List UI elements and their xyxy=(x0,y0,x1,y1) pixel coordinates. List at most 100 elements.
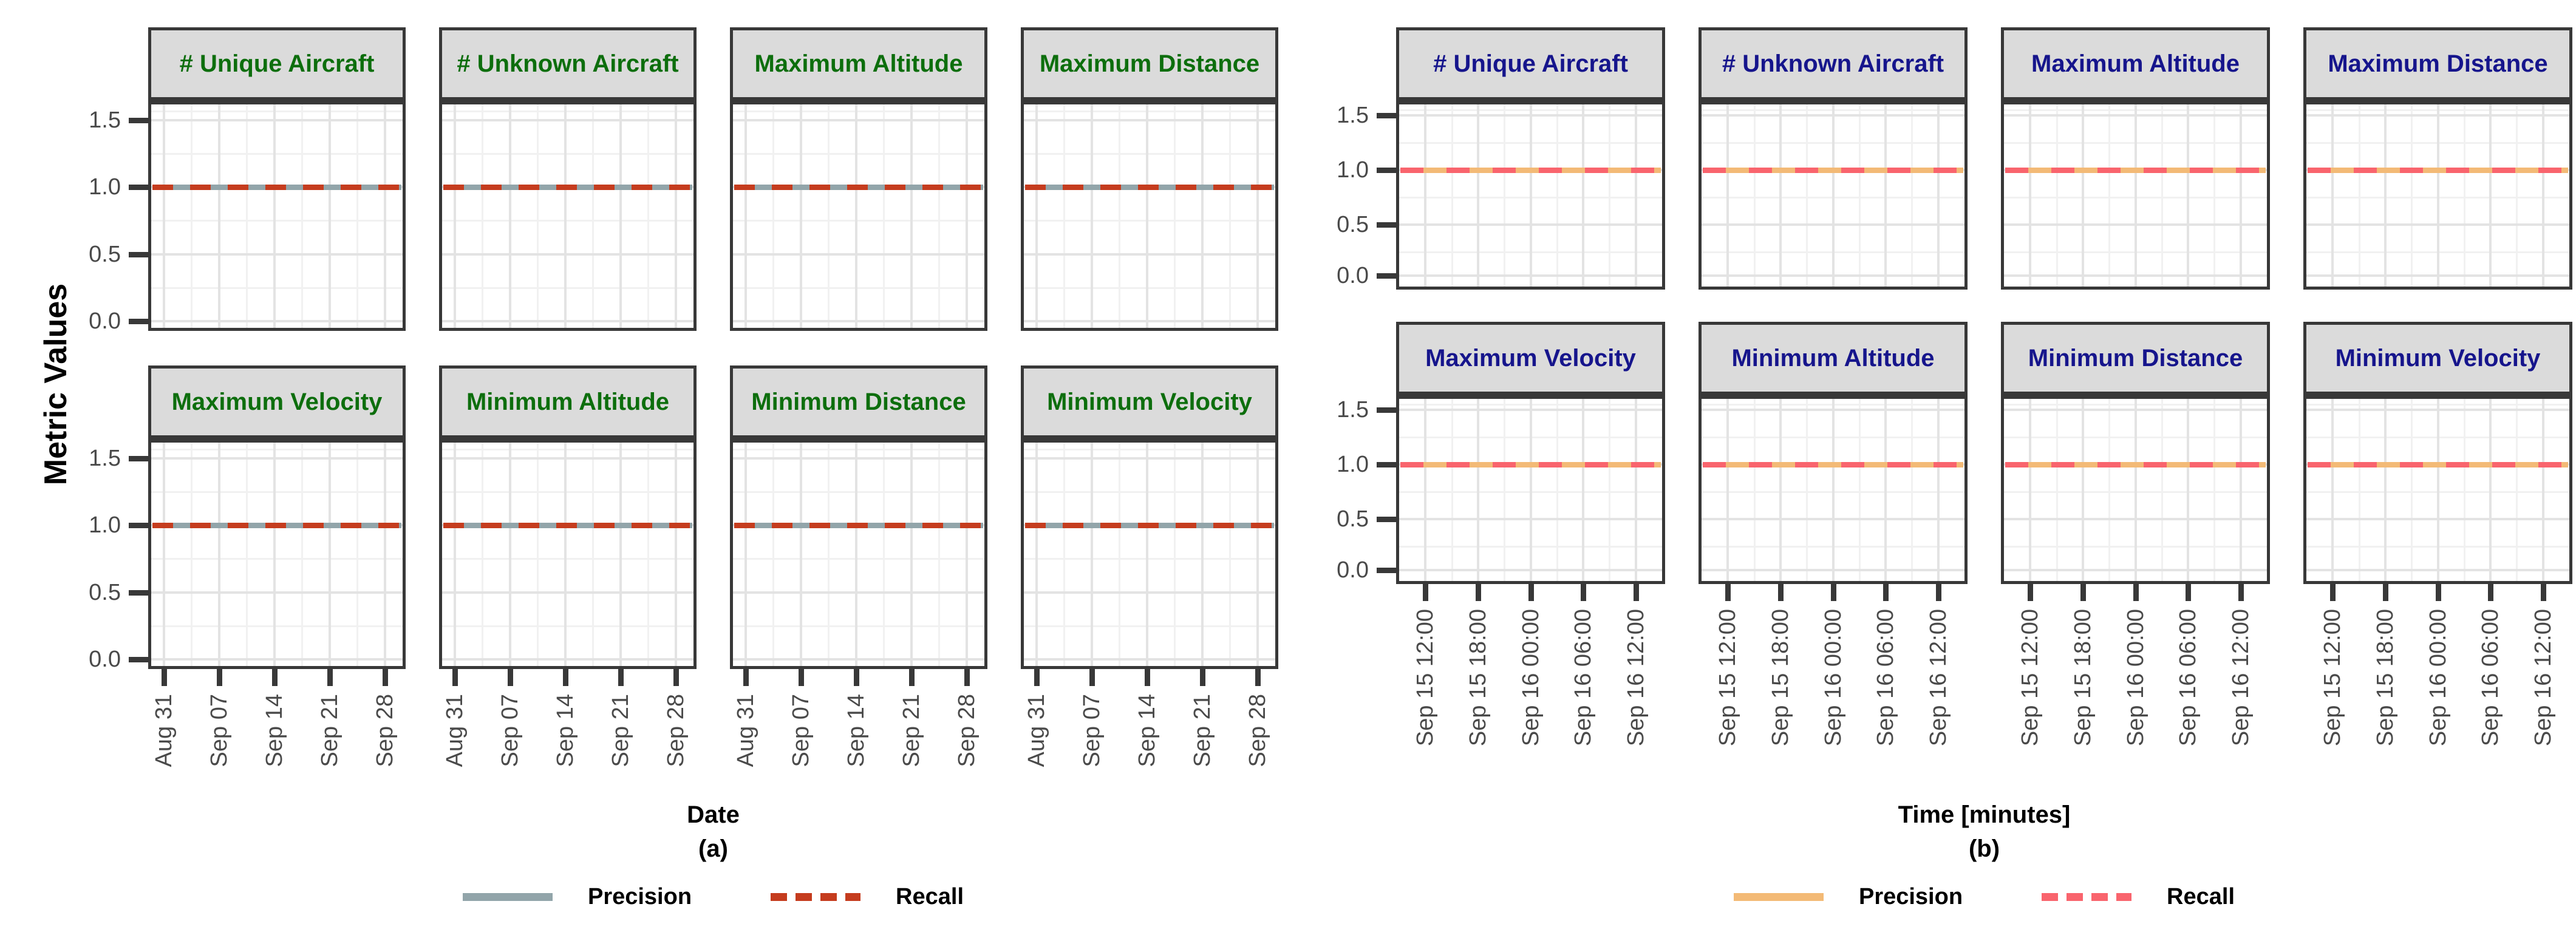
legend-item-precision: Precision xyxy=(462,884,692,910)
major-gridline-v xyxy=(2029,104,2032,287)
major-gridline-v xyxy=(217,104,220,328)
major-gridline-h xyxy=(1702,274,1964,277)
minor-gridline-v xyxy=(1911,104,1913,287)
facet-title: Minimum Distance xyxy=(2028,344,2243,372)
x-tick xyxy=(964,667,970,686)
major-gridline-v xyxy=(2134,104,2137,287)
major-gridline-v xyxy=(1937,399,1940,581)
x-tick xyxy=(452,667,458,686)
major-gridline-v xyxy=(744,443,747,666)
major-gridline-v xyxy=(1529,399,1532,581)
x-tick xyxy=(743,667,749,686)
minor-gridline-v xyxy=(2108,104,2111,287)
plot-area: Sep 15 12:00 Sep 15 18:00 Sep 16 00:00 Sep … xyxy=(2001,395,2270,746)
y-tick-label: 0.0 xyxy=(89,308,121,334)
caption-a: (a) xyxy=(698,835,728,862)
minor-gridline-v xyxy=(301,104,304,328)
y-tick xyxy=(129,523,148,529)
facet-panel: Maximum Altitude xyxy=(730,27,987,331)
y-tick-label: 0.5 xyxy=(89,241,121,267)
minor-gridline-v xyxy=(828,104,830,328)
x-tick-label: Sep 16 00:00 xyxy=(1820,609,1846,747)
x-tick-label: Aug 31 xyxy=(1023,694,1049,767)
major-gridline-v xyxy=(619,443,622,666)
y-tick xyxy=(1377,462,1396,467)
major-gridline-v xyxy=(1529,104,1532,287)
major-gridline-h xyxy=(733,658,984,661)
facet-panel: Maximum Altitude xyxy=(2001,27,2270,290)
minor-gridline-v xyxy=(191,443,193,666)
y-tick xyxy=(129,656,148,662)
x-tick xyxy=(216,667,222,686)
minor-gridline-v xyxy=(1063,104,1066,328)
minor-gridline-v xyxy=(2411,399,2413,581)
major-gridline-h xyxy=(1024,591,1275,594)
major-gridline-h xyxy=(151,658,403,661)
facet-header: Minimum Velocity xyxy=(1021,365,1278,438)
major-gridline-v xyxy=(1884,104,1887,287)
x-axis-title-a: Date xyxy=(687,801,740,828)
y-tick xyxy=(129,318,148,324)
recall-line xyxy=(1025,523,1274,529)
y-tick-label: 1.5 xyxy=(89,445,121,471)
y-tick xyxy=(129,455,148,461)
minor-gridline-v xyxy=(2161,104,2163,287)
facet-title: Maximum Altitude xyxy=(754,50,963,77)
facet-header: Maximum Distance xyxy=(2303,27,2572,100)
minor-gridline-v xyxy=(938,443,941,666)
major-gridline-v xyxy=(799,443,802,666)
major-gridline-h xyxy=(733,457,984,460)
facet-header: Minimum Velocity xyxy=(2303,322,2572,395)
major-gridline-v xyxy=(2239,399,2242,581)
minor-gridline-h xyxy=(733,152,984,155)
legend-item-precision: Precision xyxy=(1733,884,1963,910)
minor-gridline-v xyxy=(2516,399,2518,581)
facet-panel: # Unknown Aircraft xyxy=(1699,27,1968,290)
recall-line xyxy=(734,523,983,529)
x-tick xyxy=(2238,582,2244,601)
facet-panel: # Unique Aircraft 1.5 1.0 0.5 0.0 xyxy=(89,27,406,333)
major-gridline-h xyxy=(733,591,984,594)
y-tick-label: 1.5 xyxy=(1337,397,1369,423)
x-tick xyxy=(908,667,915,686)
x-tick xyxy=(1883,582,1889,601)
facet-panel: Minimum Velocity Aug 31 Sep 07 Sep 14 Sep 21… xyxy=(1021,365,1278,767)
x-tick-label: Aug 31 xyxy=(732,694,758,767)
minor-gridline-v xyxy=(772,443,775,666)
minor-gridline-v xyxy=(482,443,484,666)
x-tick-label: Sep 07 xyxy=(1078,694,1105,767)
x-tick-label: Sep 14 xyxy=(1134,694,1160,767)
facet-title: Minimum Velocity xyxy=(2335,344,2541,372)
facet-title: # Unknown Aircraft xyxy=(457,50,679,77)
facet-panel: Minimum Velocity Sep 15 12:00 Sep 15 18:00… xyxy=(2303,322,2572,746)
major-gridline-v xyxy=(854,443,857,666)
major-gridline-v xyxy=(1201,443,1204,666)
legend-item-recall: Recall xyxy=(2042,884,2235,910)
x-tick-label: Sep 16 00:00 xyxy=(1518,609,1544,747)
minor-gridline-v xyxy=(356,443,359,666)
plot-area: 1.5 1.0 0.5 0.0 Aug 31 Sep 07 Sep 14 Sep 21 Sep … xyxy=(89,438,406,767)
plot-area: Sep 15 12:00 Sep 15 18:00 Sep 16 00:00 Sep … xyxy=(1699,395,1968,746)
facet-header: Maximum Velocity xyxy=(148,365,406,438)
x-tick-label: Sep 21 xyxy=(316,694,342,767)
x-tick-label: Sep 15 12:00 xyxy=(1715,609,1741,747)
y-tick xyxy=(1377,168,1396,173)
minor-gridline-v xyxy=(301,443,304,666)
y-tick xyxy=(1377,568,1396,573)
minor-gridline-h xyxy=(442,220,693,222)
y-tick-label: 1.5 xyxy=(1337,103,1369,128)
plot-area: 1.5 1.0 0.5 0.0 Sep 15 12:00 Sep 15 18:00 Sep … xyxy=(1337,395,1665,746)
major-gridline-v xyxy=(1476,399,1479,581)
facet-panel: Maximum Distance xyxy=(2303,27,2572,290)
x-tick xyxy=(2330,582,2336,601)
minor-gridline-v xyxy=(772,104,775,328)
x-tick-label: Sep 15 12:00 xyxy=(2017,609,2043,747)
major-gridline-h xyxy=(151,118,403,121)
recall-line xyxy=(1703,462,1963,467)
major-gridline-h xyxy=(1399,274,1662,277)
legend-recall-label: Recall xyxy=(2167,884,2235,909)
minor-gridline-v xyxy=(1806,104,1808,287)
x-tick-label: Sep 16 00:00 xyxy=(2425,609,2451,747)
major-gridline-v xyxy=(966,104,969,328)
facet-panel: # Unique Aircraft 1.5 1.0 0.5 0.0 xyxy=(1337,27,1665,290)
